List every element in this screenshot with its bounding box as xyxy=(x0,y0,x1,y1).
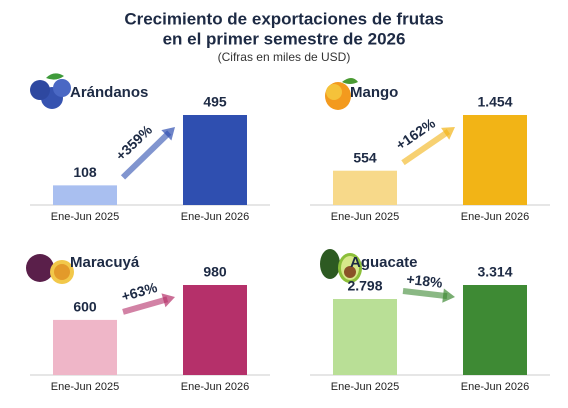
bar xyxy=(53,319,117,375)
bar xyxy=(183,115,247,205)
avocado-icon xyxy=(320,249,362,283)
value-label: 600 xyxy=(73,299,97,315)
arrow-head xyxy=(161,293,175,308)
bar xyxy=(463,115,527,205)
value-label: 554 xyxy=(353,149,377,165)
x-tick-label: Ene-Jun 2026 xyxy=(461,211,530,223)
value-label: 1.454 xyxy=(477,94,512,110)
value-label: 495 xyxy=(203,94,227,110)
passionfruit-icon xyxy=(26,254,74,284)
arrow-head xyxy=(442,288,455,303)
x-tick-label: Ene-Jun 2025 xyxy=(331,381,400,393)
subtitle: (Cifras en miles de USD) xyxy=(218,50,351,64)
growth-label: +359% xyxy=(112,121,155,163)
x-tick-label: Ene-Jun 2025 xyxy=(51,211,120,223)
bar xyxy=(333,299,397,375)
panel-title: Arándanos xyxy=(70,84,148,101)
panel-title: Maracuyá xyxy=(70,254,140,271)
value-label: 108 xyxy=(73,164,97,180)
growth-arrow xyxy=(122,296,169,315)
value-label: 2.798 xyxy=(347,278,382,294)
bar xyxy=(463,285,527,375)
x-tick-label: Ene-Jun 2026 xyxy=(181,211,250,223)
x-tick-label: Ene-Jun 2026 xyxy=(461,381,530,393)
title: en el primer semestre de 2026 xyxy=(163,29,406,48)
arrow-head xyxy=(441,127,455,140)
growth-label: +18% xyxy=(406,271,444,291)
growth-arrow xyxy=(120,130,172,180)
title: Crecimiento de exportaciones de frutas xyxy=(124,9,443,28)
growth-arrow xyxy=(401,129,451,166)
growth-label: +162% xyxy=(393,115,439,153)
value-label: 980 xyxy=(203,264,227,280)
bar xyxy=(183,285,247,375)
mango-icon xyxy=(325,78,358,110)
bar xyxy=(53,185,117,205)
arrow-head xyxy=(161,127,175,141)
panel-title: Aguacate xyxy=(350,254,418,271)
x-tick-label: Ene-Jun 2026 xyxy=(181,381,250,393)
panel-title: Mango xyxy=(350,84,398,101)
blueberry-icon xyxy=(30,73,71,109)
x-tick-label: Ene-Jun 2025 xyxy=(51,381,120,393)
value-label: 3.314 xyxy=(477,264,512,280)
bar xyxy=(333,170,397,205)
x-tick-label: Ene-Jun 2025 xyxy=(331,211,400,223)
growth-arrow xyxy=(402,288,448,300)
